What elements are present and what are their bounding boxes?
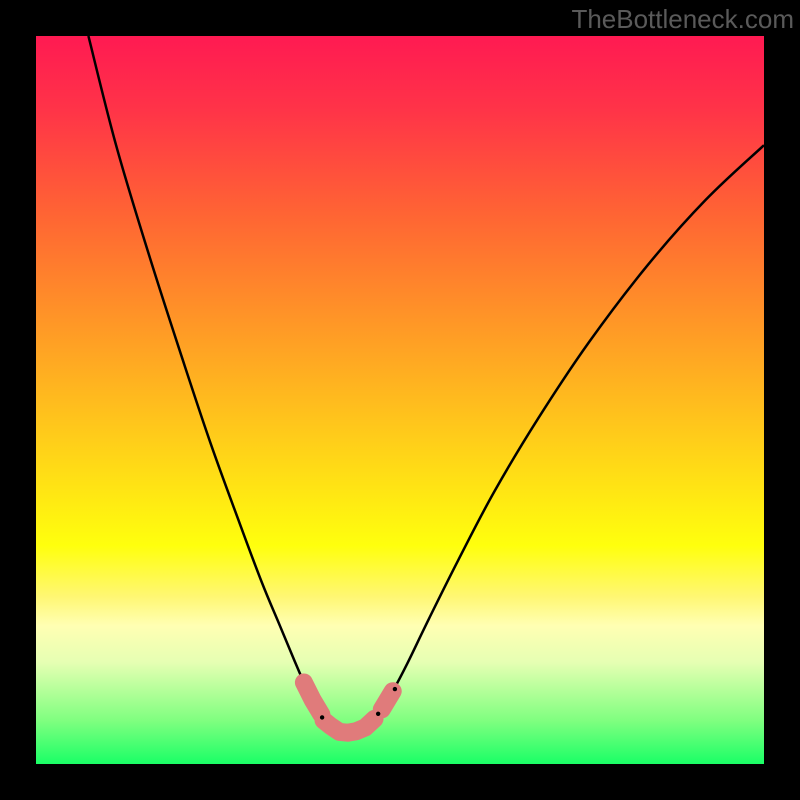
chart-gradient-background: [36, 36, 764, 764]
highlighted-range-segment-2: [382, 691, 393, 709]
watermark-text: TheBottleneck.com: [571, 4, 794, 34]
bottleneck-curve-chart: TheBottleneck.com: [0, 0, 800, 800]
curve-marker-dot-1: [376, 712, 380, 716]
curve-marker-dot-0: [320, 715, 324, 719]
chart-container: TheBottleneck.com: [0, 0, 800, 800]
curve-marker-dot-2: [393, 687, 397, 691]
